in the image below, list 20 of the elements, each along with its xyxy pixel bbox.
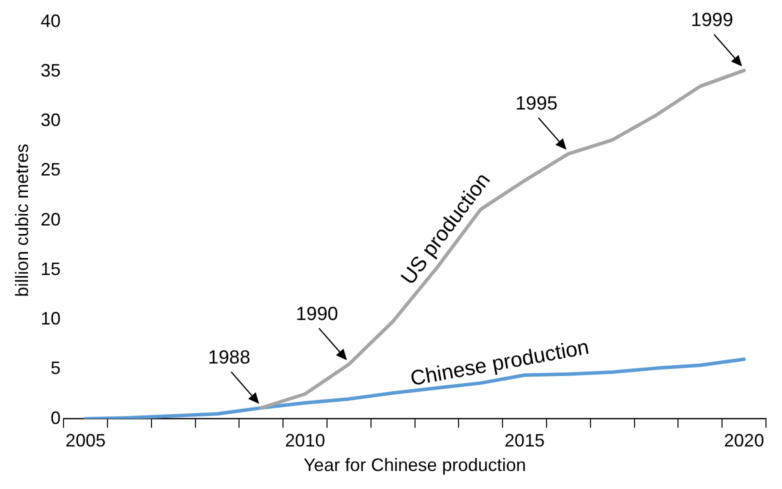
y-tick-label: 5 — [50, 358, 61, 378]
y-tick-label: 40 — [40, 10, 61, 31]
y-tick-label: 35 — [40, 60, 61, 80]
y-tick-label: 10 — [40, 308, 61, 329]
x-tick-label: 2020 — [724, 430, 764, 451]
annotation: 1999 — [690, 10, 734, 32]
annotation: 1988 — [208, 348, 250, 369]
y-tick-label: 20 — [40, 209, 61, 230]
y-tick-label: 25 — [40, 160, 61, 180]
x-axis-title: Year for Chinese production — [304, 455, 526, 476]
text: Chinese production — [408, 336, 591, 391]
y-tick-label: 0 — [50, 408, 61, 428]
x-tick-label: 2005 — [66, 430, 106, 451]
annotation: 1995 — [515, 94, 558, 115]
annotation: 1990 — [296, 304, 338, 325]
y-axis-title: billion cubic metres — [12, 144, 32, 297]
x-tick-label: 2015 — [504, 430, 545, 451]
x-tick-label: 2010 — [285, 430, 326, 451]
y-tick-label: 15 — [40, 258, 61, 279]
y-tick-label: 30 — [40, 110, 61, 130]
